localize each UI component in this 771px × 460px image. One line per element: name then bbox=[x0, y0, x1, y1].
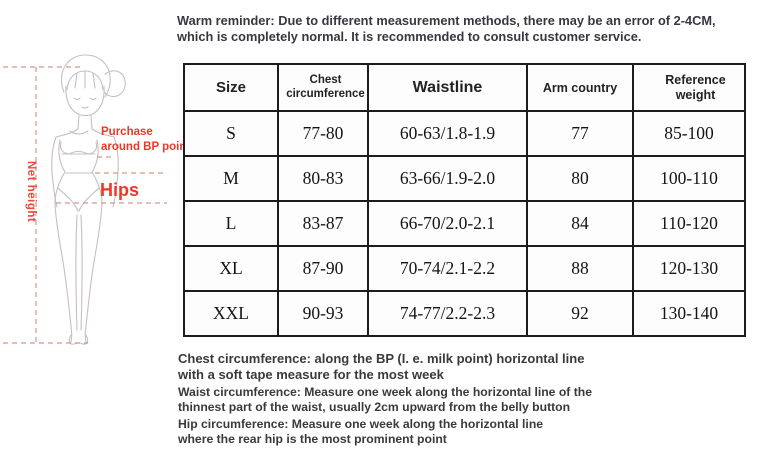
cell-waist: 63-66/1.9-2.0 bbox=[367, 155, 528, 202]
hip-note-line1: Hip circumference: Measure one week alon… bbox=[178, 417, 544, 431]
col-header-chest: Chest circumference bbox=[277, 63, 369, 112]
cell-arm: 77 bbox=[526, 110, 634, 157]
table-row-s: S 77-80 60-63/1.8-1.9 77 85-100 bbox=[183, 110, 746, 157]
cell-chest: 90-93 bbox=[277, 290, 369, 337]
waist-measure-note: Waist circumference: Measure one week al… bbox=[178, 385, 592, 415]
cell-chest: 77-80 bbox=[277, 110, 369, 157]
cell-weight: 110-120 bbox=[632, 200, 746, 247]
table-row-xxl: XXL 90-93 74-77/2.2-2.3 92 130-140 bbox=[183, 290, 746, 337]
body-figure: Net height Purchase around BP point Hips bbox=[0, 30, 200, 360]
chest-note-line1: Chest circumference: along the BP (I. e.… bbox=[178, 351, 585, 366]
warm-reminder-line1: Warm reminder: Due to different measurem… bbox=[177, 13, 716, 28]
warm-reminder-line2: which is completely normal. It is recomm… bbox=[177, 28, 642, 44]
cell-arm: 88 bbox=[526, 245, 634, 292]
net-height-label: Net height bbox=[25, 161, 37, 223]
hips-label: Hips bbox=[100, 180, 140, 200]
cell-size: S bbox=[183, 110, 279, 157]
size-table: Size Chest circumference Waistline Arm c… bbox=[183, 63, 746, 337]
chest-note-line2: with a soft tape measure for the most we… bbox=[178, 367, 444, 382]
table-row-l: L 83-87 66-70/2.0-2.1 84 110-120 bbox=[183, 200, 746, 247]
cell-weight: 100-110 bbox=[632, 155, 746, 202]
cell-chest: 80-83 bbox=[277, 155, 369, 202]
cell-weight: 120-130 bbox=[632, 245, 746, 292]
cell-waist: 60-63/1.8-1.9 bbox=[367, 110, 528, 157]
col-header-weight: Reference weight bbox=[632, 63, 746, 112]
figure-sketch bbox=[3, 54, 167, 345]
cell-waist: 66-70/2.0-2.1 bbox=[367, 200, 528, 247]
cell-weight: 130-140 bbox=[632, 290, 746, 337]
cell-arm: 84 bbox=[526, 200, 634, 247]
waist-note-line2: thinnest part of the waist, usually 2cm … bbox=[178, 400, 571, 414]
hip-note-line2: where the rear hip is the most prominent… bbox=[178, 432, 447, 446]
cell-size: L bbox=[183, 200, 279, 247]
hip-measure-note: Hip circumference: Measure one week alon… bbox=[178, 417, 543, 447]
col-header-size: Size bbox=[183, 63, 279, 112]
cell-size: M bbox=[183, 155, 279, 202]
table-row-m: M 80-83 63-66/1.9-2.0 80 100-110 bbox=[183, 155, 746, 202]
cell-arm: 80 bbox=[526, 155, 634, 202]
col-header-arm: Arm country bbox=[526, 63, 634, 112]
table-header-row: Size Chest circumference Waistline Arm c… bbox=[183, 63, 746, 112]
cell-waist: 74-77/2.2-2.3 bbox=[367, 290, 528, 337]
chest-measure-note: Chest circumference: along the BP (I. e.… bbox=[178, 351, 584, 383]
cell-weight: 85-100 bbox=[632, 110, 746, 157]
bp-point-label-line1: Purchase bbox=[101, 126, 153, 138]
bp-point-label: Purchase around BP point bbox=[101, 125, 190, 154]
measurement-dashed-lines bbox=[3, 66, 167, 344]
table-row-xl: XL 87-90 70-74/2.1-2.2 88 120-130 bbox=[183, 245, 746, 292]
cell-size: XXL bbox=[183, 290, 279, 337]
col-header-waist: Waistline bbox=[367, 63, 528, 112]
cell-waist: 70-74/2.1-2.2 bbox=[367, 245, 528, 292]
cell-chest: 83-87 bbox=[277, 200, 369, 247]
waist-note-line1: Waist circumference: Measure one week al… bbox=[178, 385, 593, 399]
bp-point-label-line2: around BP point bbox=[101, 140, 191, 153]
cell-arm: 92 bbox=[526, 290, 634, 337]
warm-reminder: Warm reminder: Due to different measurem… bbox=[177, 13, 716, 44]
cell-chest: 87-90 bbox=[277, 245, 369, 292]
woman-outline-sketch bbox=[51, 54, 126, 345]
cell-size: XL bbox=[183, 245, 279, 292]
